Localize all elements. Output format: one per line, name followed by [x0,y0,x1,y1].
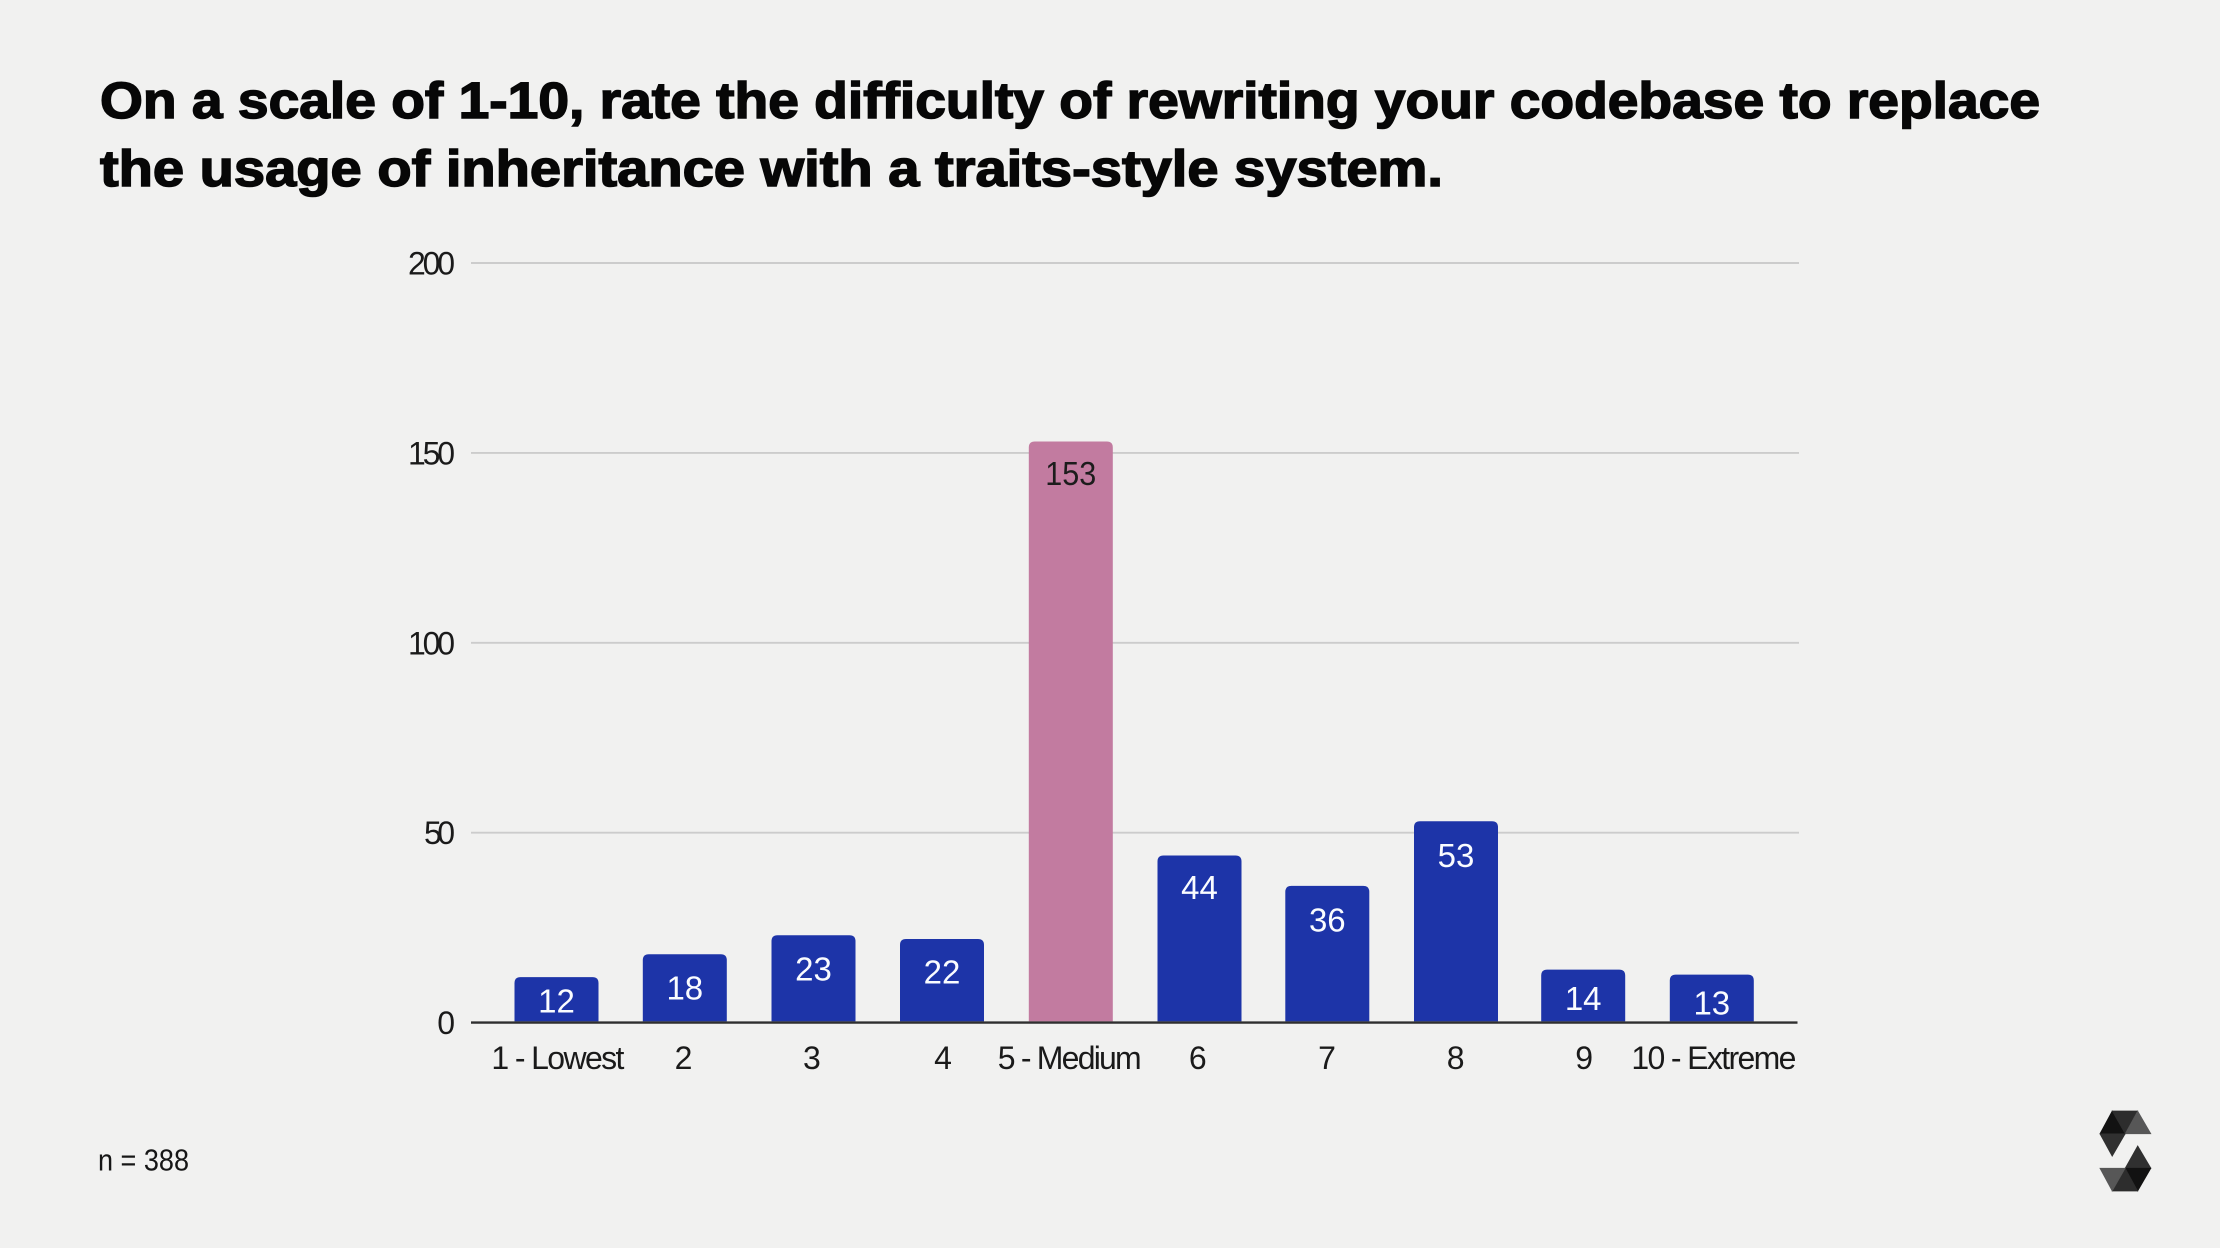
svg-text:22: 22 [924,954,961,991]
svg-text:8: 8 [1447,1040,1465,1076]
svg-text:1 - Lowest: 1 - Lowest [491,1040,624,1076]
svg-text:10 - Extreme: 10 - Extreme [1631,1040,1796,1076]
svg-text:the usage of inheritance with: the usage of inheritance with a traits-s… [100,140,1443,197]
svg-text:18: 18 [666,969,703,1006]
svg-text:44: 44 [1181,869,1218,906]
svg-text:9: 9 [1575,1040,1593,1076]
svg-text:53: 53 [1438,837,1475,874]
svg-text:153: 153 [1045,455,1096,492]
svg-text:12: 12 [538,982,575,1019]
svg-text:200: 200 [408,246,455,282]
svg-text:4: 4 [934,1040,952,1076]
svg-text:100: 100 [408,625,455,661]
svg-text:0: 0 [437,1005,455,1041]
svg-text:5 - Medium: 5 - Medium [998,1040,1142,1076]
svg-text:2: 2 [675,1040,693,1076]
svg-text:n = 388: n = 388 [98,1142,189,1177]
svg-text:7: 7 [1318,1040,1336,1076]
svg-text:14: 14 [1565,980,1602,1017]
svg-text:150: 150 [408,435,455,471]
svg-text:13: 13 [1693,984,1730,1021]
svg-text:23: 23 [795,951,832,988]
svg-text:On a scale of 1-10, rate the d: On a scale of 1-10, rate the difficulty … [100,72,2040,129]
svg-text:3: 3 [803,1040,821,1076]
svg-text:6: 6 [1189,1040,1207,1076]
svg-text:36: 36 [1309,902,1346,939]
svg-text:50: 50 [424,815,455,851]
